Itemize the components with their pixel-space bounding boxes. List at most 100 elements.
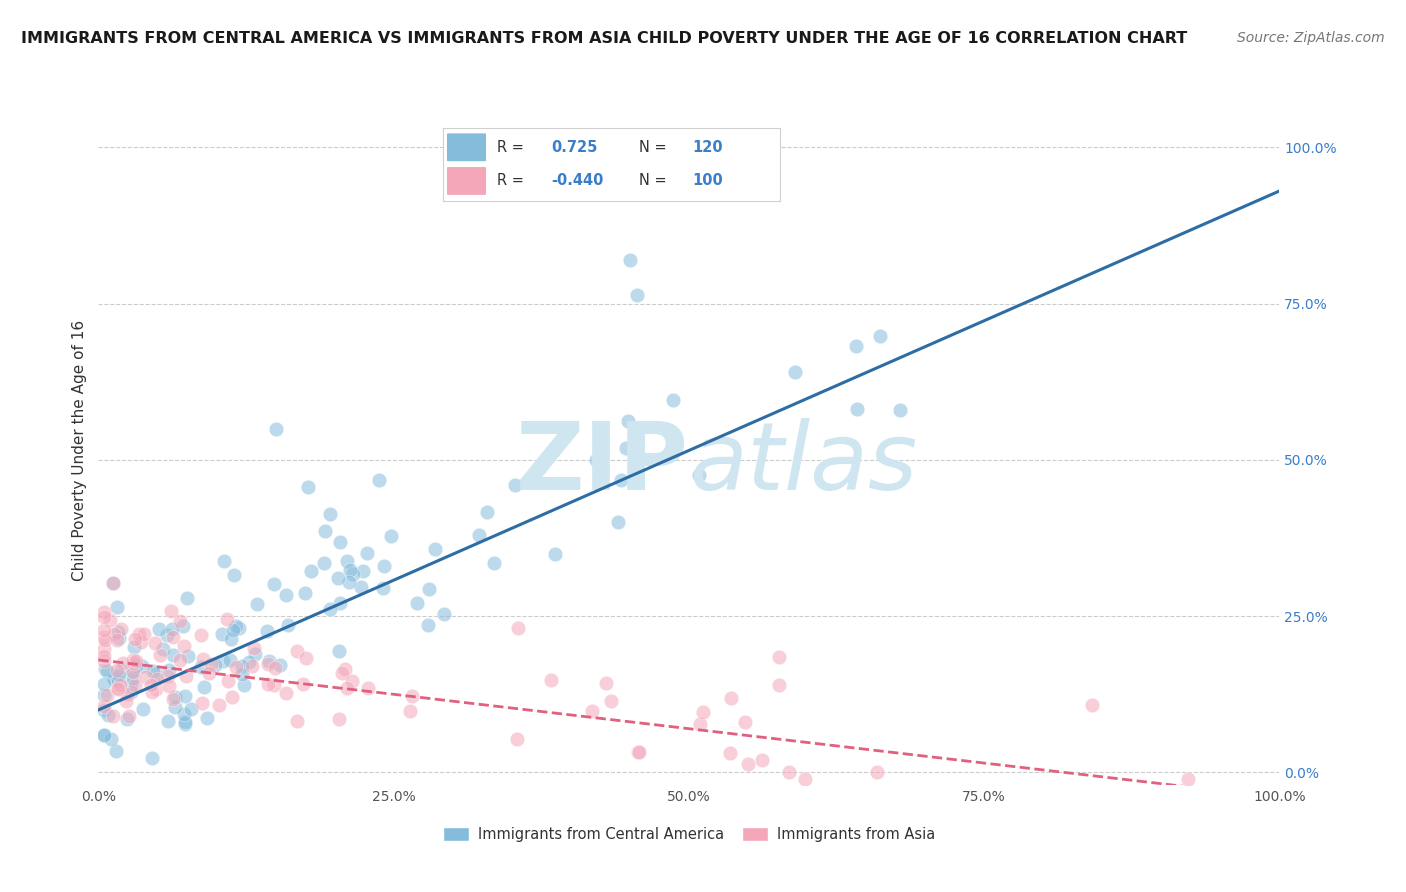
Point	[107, 682, 129, 697]
Point	[94, 633, 117, 648]
Point	[610, 474, 633, 488]
Point	[793, 772, 815, 786]
Point	[148, 622, 170, 636]
Point	[143, 636, 166, 650]
Point	[177, 648, 200, 663]
Point	[215, 612, 238, 626]
Y-axis label: Child Poverty Under the Age of 16: Child Poverty Under the Age of 16	[72, 320, 87, 581]
Point	[142, 664, 165, 678]
Point	[108, 668, 131, 682]
Point	[217, 673, 239, 688]
FancyBboxPatch shape	[446, 166, 486, 195]
Point	[692, 705, 714, 719]
Point	[269, 658, 291, 673]
Point	[368, 473, 391, 487]
Point	[93, 688, 115, 702]
Point	[264, 421, 287, 435]
Point	[93, 605, 115, 619]
Point	[93, 728, 115, 742]
Point	[785, 365, 807, 379]
Point	[627, 745, 650, 759]
Point	[121, 653, 143, 667]
Point	[720, 690, 742, 705]
Point	[180, 702, 202, 716]
Point	[128, 627, 150, 641]
FancyBboxPatch shape	[446, 133, 486, 162]
Point	[225, 619, 247, 633]
Point	[264, 661, 287, 675]
Point	[96, 664, 118, 678]
Text: 120: 120	[693, 140, 723, 155]
Point	[734, 715, 756, 730]
Point	[297, 480, 319, 494]
Point	[191, 651, 214, 665]
Point	[107, 674, 129, 689]
Point	[246, 597, 269, 611]
Point	[319, 601, 342, 615]
Point	[212, 554, 235, 568]
Point	[222, 623, 245, 637]
Text: IMMIGRANTS FROM CENTRAL AMERICA VS IMMIGRANTS FROM ASIA CHILD POVERTY UNDER THE : IMMIGRANTS FROM CENTRAL AMERICA VS IMMIG…	[21, 31, 1187, 46]
Point	[889, 402, 911, 417]
Point	[93, 649, 115, 664]
Point	[105, 744, 128, 758]
Point	[105, 663, 128, 677]
Point	[204, 658, 226, 673]
Text: 100: 100	[693, 173, 723, 188]
Point	[101, 709, 124, 723]
Point	[156, 669, 179, 683]
Point	[475, 505, 498, 519]
Point	[208, 698, 231, 712]
Point	[152, 641, 174, 656]
Text: R =: R =	[496, 173, 524, 188]
Point	[100, 731, 122, 746]
Point	[112, 657, 135, 671]
Point	[200, 657, 222, 671]
Point	[581, 704, 603, 718]
Point	[845, 339, 868, 353]
Point	[373, 559, 395, 574]
Point	[169, 615, 191, 629]
Point	[191, 696, 214, 710]
Point	[105, 599, 128, 614]
Point	[263, 678, 285, 692]
Point	[103, 576, 125, 591]
Point	[122, 657, 145, 671]
Point	[418, 582, 440, 596]
Point	[107, 681, 129, 695]
Point	[751, 753, 773, 767]
Point	[688, 468, 710, 483]
Point	[115, 713, 138, 727]
Point	[232, 678, 254, 692]
Point	[256, 624, 278, 639]
Point	[108, 632, 131, 646]
Point	[103, 672, 125, 686]
Point	[350, 580, 373, 594]
Point	[231, 659, 253, 673]
Point	[173, 640, 195, 654]
Point	[337, 574, 360, 589]
Point	[107, 624, 129, 639]
Point	[193, 681, 215, 695]
Point	[93, 642, 115, 657]
Point	[121, 671, 143, 685]
Point	[221, 690, 243, 704]
Point	[131, 658, 153, 673]
Point	[238, 655, 260, 669]
Point	[110, 663, 132, 677]
Point	[103, 626, 125, 640]
Point	[353, 564, 375, 578]
Point	[176, 669, 198, 683]
Point	[145, 681, 167, 696]
Point	[287, 644, 309, 658]
Point	[98, 613, 121, 627]
Point	[340, 673, 363, 688]
Point	[336, 681, 359, 695]
Point	[195, 711, 218, 725]
Point	[333, 662, 356, 676]
Point	[328, 643, 350, 657]
Point	[294, 586, 316, 600]
Point	[291, 677, 314, 691]
Legend: Immigrants from Central America, Immigrants from Asia: Immigrants from Central America, Immigra…	[437, 822, 941, 848]
Point	[506, 621, 529, 635]
